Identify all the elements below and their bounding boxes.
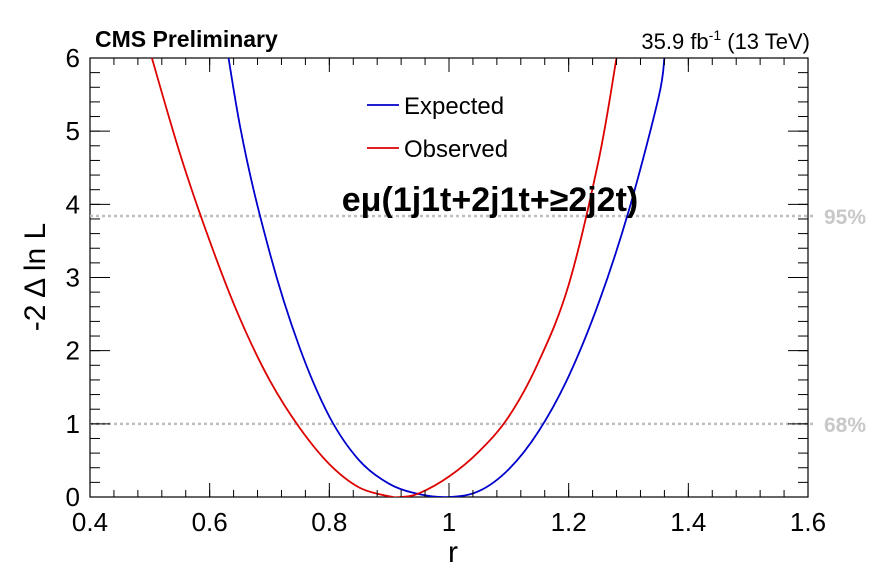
confidence-level-lines: 95% 68%: [90, 206, 866, 437]
plot-frame: [89, 57, 809, 498]
legend: Expected Observed: [367, 93, 508, 163]
x-tick-label: 0.8: [311, 507, 347, 537]
series-line-observed: [150, 58, 618, 497]
y-tick-label: 0: [66, 482, 80, 512]
axes: 0.4 0.6 0.8 1 1.2 1.4 1.6 0 1 2 3 4 5 6: [66, 43, 827, 537]
x-tick-label: 1.2: [551, 507, 587, 537]
x-tick-label: 0.6: [192, 507, 228, 537]
cl-label-95: 95%: [824, 206, 866, 229]
x-tick-label: 1: [442, 507, 456, 537]
y-tick-label: 5: [66, 116, 80, 146]
y-tick-label: 1: [66, 409, 80, 439]
series-line-expected: [227, 58, 666, 497]
cl-label-68: 68%: [824, 414, 866, 437]
plot-area: [89, 57, 809, 498]
x-axis-title: r: [448, 536, 458, 569]
luminosity-label: 35.9 fb-1 (13 TeV): [641, 27, 810, 54]
legend-label-observed: Observed: [404, 136, 508, 163]
y-axis-title: -2 Δ ln L: [19, 223, 52, 331]
channel-label: eμ(1j1t+2j1t+≥2j2t): [342, 181, 639, 219]
x-tick-label: 1.4: [670, 507, 706, 537]
y-tick-label: 3: [66, 263, 80, 293]
y-tick-label: 2: [66, 336, 80, 366]
series-curves: [150, 58, 666, 497]
legend-label-expected: Expected: [404, 93, 504, 120]
y-tick-label: 6: [66, 43, 80, 73]
y-tick-label: 4: [66, 189, 80, 219]
experiment-label: CMS Preliminary: [95, 26, 278, 52]
x-tick-label: 0.4: [72, 507, 108, 537]
x-tick-label: 1.6: [790, 507, 826, 537]
